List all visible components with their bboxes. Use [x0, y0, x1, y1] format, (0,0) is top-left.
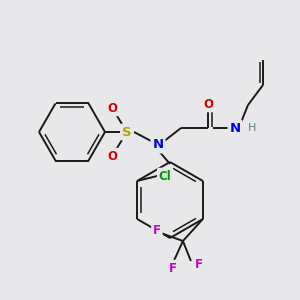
Text: N: N	[152, 139, 164, 152]
Text: O: O	[107, 101, 117, 115]
Text: O: O	[203, 98, 213, 110]
Text: Cl: Cl	[159, 169, 172, 182]
Text: F: F	[195, 259, 203, 272]
Text: F: F	[169, 262, 177, 275]
Text: S: S	[122, 125, 132, 139]
Text: N: N	[230, 122, 241, 134]
Text: H: H	[248, 123, 256, 133]
Text: O: O	[107, 149, 117, 163]
Text: F: F	[153, 224, 161, 238]
